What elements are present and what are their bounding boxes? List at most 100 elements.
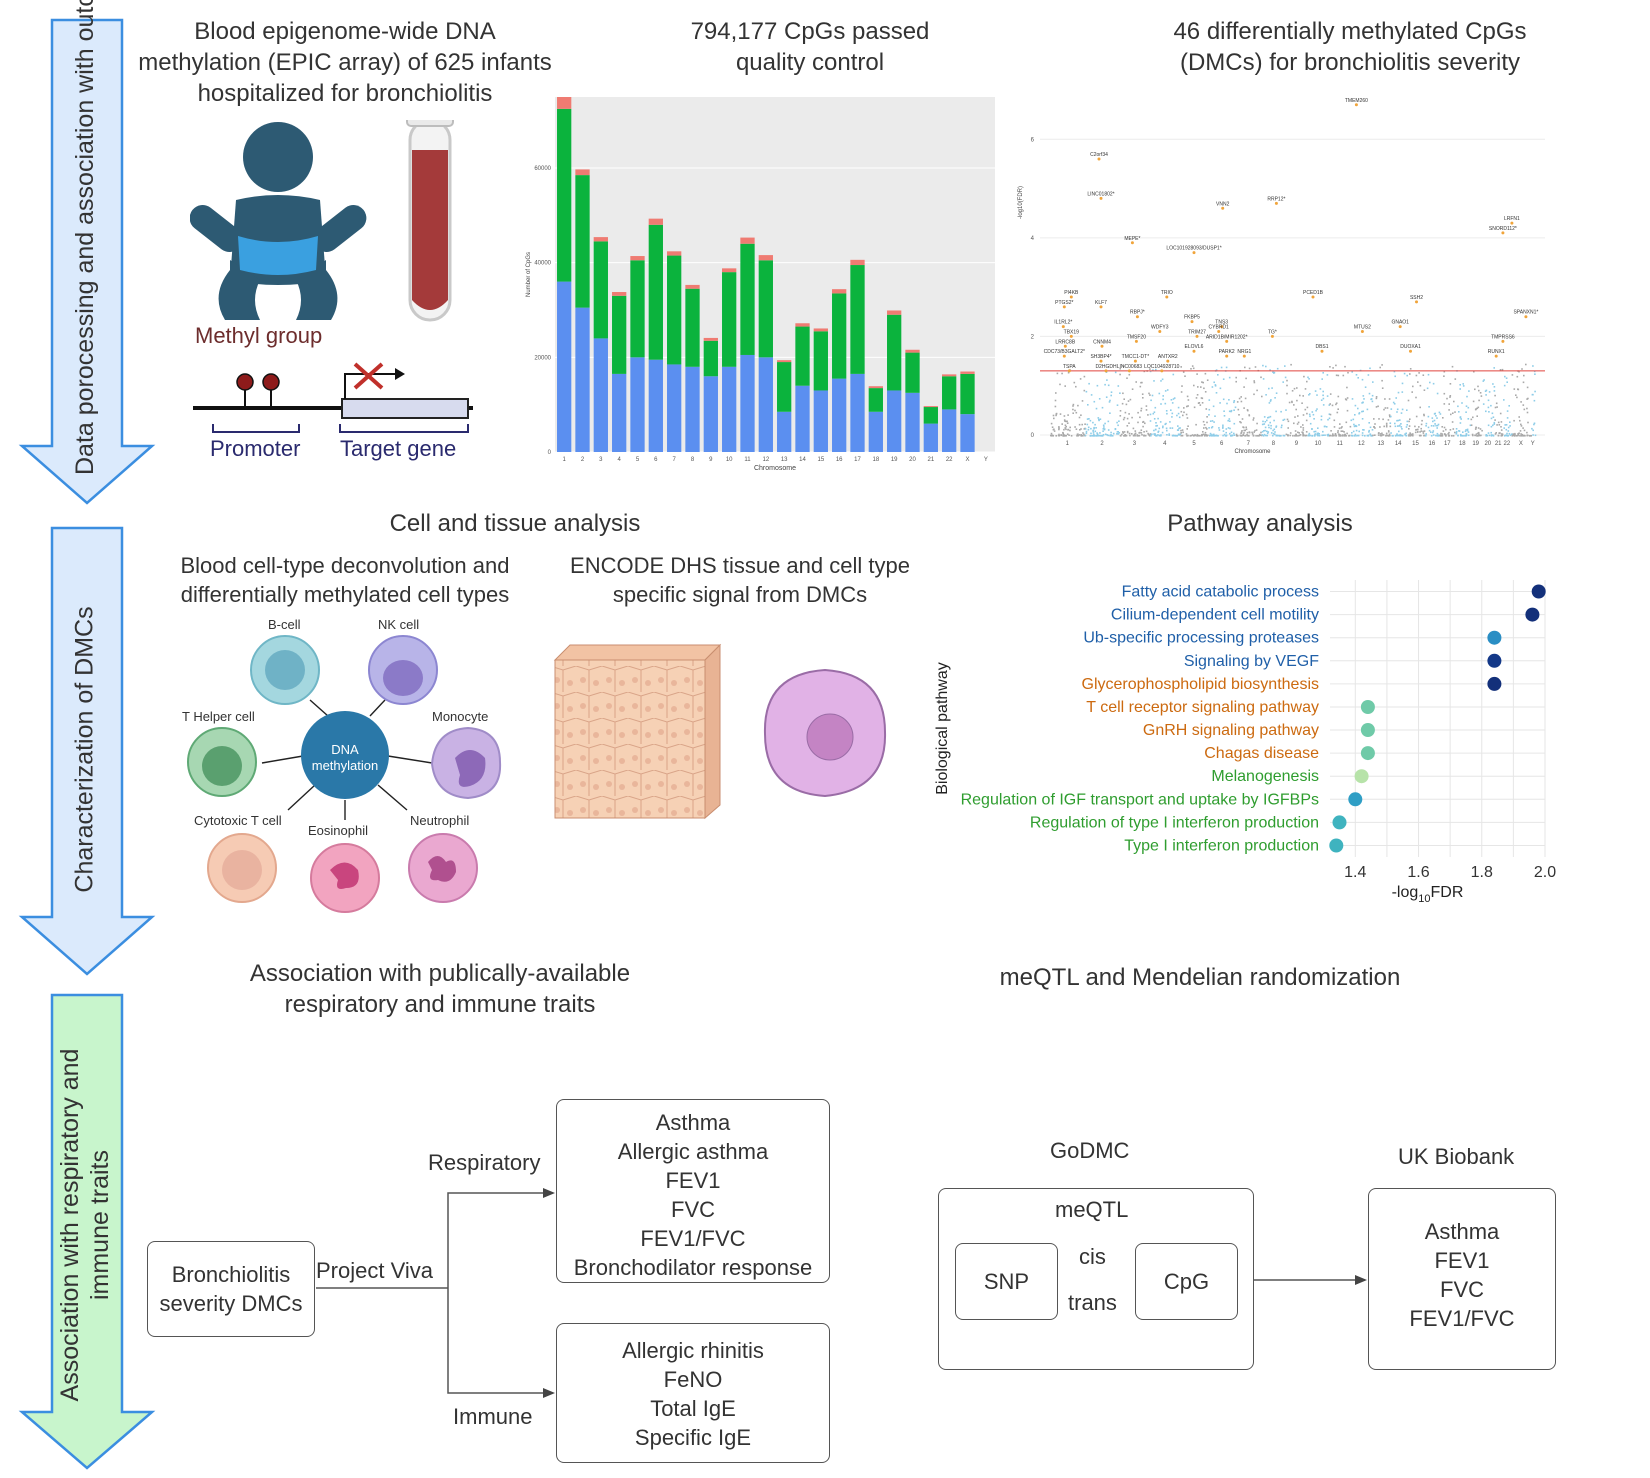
background-point xyxy=(1244,366,1246,369)
background-point xyxy=(1311,428,1313,430)
x-tick-label: 2.0 xyxy=(1534,864,1556,881)
background-point xyxy=(1417,430,1419,433)
trait-item: Allergic rhinitis xyxy=(622,1338,764,1363)
background-point xyxy=(1443,370,1446,373)
trait-item: FVC xyxy=(1440,1277,1484,1302)
background-point xyxy=(1474,408,1477,411)
bar-segment xyxy=(887,310,902,315)
pathway-point xyxy=(1487,653,1502,668)
background-point xyxy=(1206,379,1209,381)
background-point xyxy=(1363,398,1365,400)
background-point xyxy=(1432,430,1435,432)
background-point xyxy=(1336,411,1339,414)
background-point xyxy=(1316,394,1318,396)
background-point xyxy=(1375,396,1378,398)
x-tick-label: X xyxy=(1519,441,1523,447)
background-point xyxy=(1367,374,1370,376)
background-point xyxy=(1165,410,1168,412)
stage-arrows xyxy=(18,18,156,1470)
background-point xyxy=(1453,400,1455,403)
background-point xyxy=(1316,433,1318,436)
background-point xyxy=(1121,402,1124,405)
background-point xyxy=(1091,435,1094,437)
background-point xyxy=(1509,421,1511,423)
background-point xyxy=(1490,404,1492,407)
background-point xyxy=(1385,425,1388,428)
bar-segment xyxy=(722,366,737,452)
background-point xyxy=(1409,418,1411,420)
background-point xyxy=(1461,402,1463,404)
background-point xyxy=(1455,428,1458,430)
background-point xyxy=(1500,429,1503,431)
background-point xyxy=(1423,430,1426,432)
background-point xyxy=(1435,415,1437,417)
background-point xyxy=(1268,387,1270,390)
background-point xyxy=(1089,419,1092,422)
background-point xyxy=(1346,397,1349,399)
background-point xyxy=(1314,390,1317,392)
background-point xyxy=(1369,426,1372,429)
dmc-point xyxy=(1165,295,1169,299)
background-point xyxy=(1283,434,1286,437)
background-point xyxy=(1119,367,1121,370)
background-point xyxy=(1355,435,1357,437)
background-point xyxy=(1401,391,1404,393)
dmc-label: IL1RL2* xyxy=(1054,320,1072,326)
bar-segment xyxy=(758,255,773,261)
background-point xyxy=(1245,426,1247,429)
background-point xyxy=(1293,387,1296,390)
background-point xyxy=(1273,428,1276,431)
background-point xyxy=(1478,399,1480,402)
background-point xyxy=(1062,433,1065,436)
dmc-point xyxy=(1217,330,1221,333)
background-point xyxy=(1116,404,1119,406)
background-point xyxy=(1298,434,1301,437)
background-point xyxy=(1503,427,1505,429)
background-point xyxy=(1345,421,1348,424)
background-point xyxy=(1152,369,1154,371)
x-tick-label: 21 xyxy=(1495,441,1502,447)
background-point xyxy=(1253,431,1255,433)
background-point xyxy=(1344,433,1346,436)
background-point xyxy=(1381,432,1383,435)
background-point xyxy=(1201,402,1204,404)
background-point xyxy=(1351,432,1353,434)
background-point xyxy=(1222,434,1224,437)
background-point xyxy=(1443,392,1446,395)
background-point xyxy=(1322,394,1324,397)
background-point xyxy=(1244,429,1246,432)
background-point xyxy=(1105,396,1108,398)
bar-segment xyxy=(703,337,718,341)
target-gene-box xyxy=(341,398,469,419)
background-point xyxy=(1078,434,1081,436)
background-point xyxy=(1302,414,1305,416)
background-point xyxy=(1064,424,1067,427)
background-point xyxy=(1461,435,1464,437)
background-point xyxy=(1388,431,1390,433)
background-point xyxy=(1507,426,1510,429)
background-point xyxy=(1205,434,1208,436)
background-point xyxy=(1118,420,1120,422)
background-point xyxy=(1401,408,1404,411)
background-point xyxy=(1309,422,1312,425)
background-point xyxy=(1185,413,1188,416)
background-point xyxy=(1530,435,1532,437)
snp-box: SNP xyxy=(955,1243,1058,1320)
background-point xyxy=(1241,435,1243,437)
bar-segment xyxy=(887,390,902,452)
background-point xyxy=(1140,409,1142,412)
pathway-point xyxy=(1329,838,1344,853)
x-tick-label: 4 xyxy=(617,457,621,463)
background-point xyxy=(1096,434,1098,437)
background-point xyxy=(1238,414,1240,416)
background-point xyxy=(1093,435,1096,437)
x-tick-label: 19 xyxy=(891,457,898,463)
background-point xyxy=(1211,433,1213,436)
x-tick-label: 20 xyxy=(909,457,916,463)
dmc-label: LRFN1 xyxy=(1504,216,1520,222)
background-point xyxy=(1465,429,1467,431)
bar-segment xyxy=(777,360,792,363)
background-point xyxy=(1243,386,1245,388)
background-point xyxy=(1443,403,1446,405)
